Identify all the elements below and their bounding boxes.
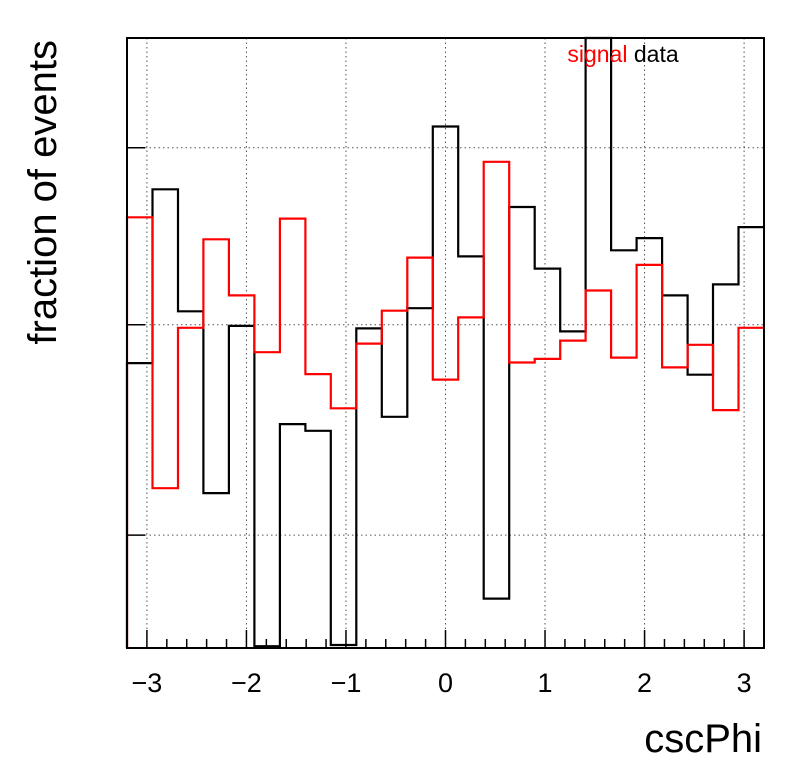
x-tick-label: −3	[132, 668, 163, 698]
x-tick-label: 2	[637, 668, 652, 698]
x-tick-label: 3	[737, 668, 752, 698]
x-tick-label: 0	[438, 668, 453, 698]
axis-ticks	[126, 147, 765, 648]
series-layer	[125, 36, 764, 648]
x-tick-labels: −3 −2 −1 0 1 2 3	[132, 668, 752, 698]
grid	[127, 38, 764, 648]
x-tick-label: 1	[538, 668, 553, 698]
x-tick-label: −1	[331, 668, 362, 698]
legend-data-label: data	[634, 41, 679, 67]
x-tick-label: −2	[231, 668, 262, 698]
y-axis-title: fraction of events	[21, 40, 65, 345]
series-signal-histogram	[125, 160, 764, 648]
legend: signal data	[567, 41, 678, 67]
legend-signal-label: signal	[567, 41, 627, 67]
series-data-histogram	[125, 36, 764, 648]
x-axis-title: cscPhi	[644, 717, 762, 761]
